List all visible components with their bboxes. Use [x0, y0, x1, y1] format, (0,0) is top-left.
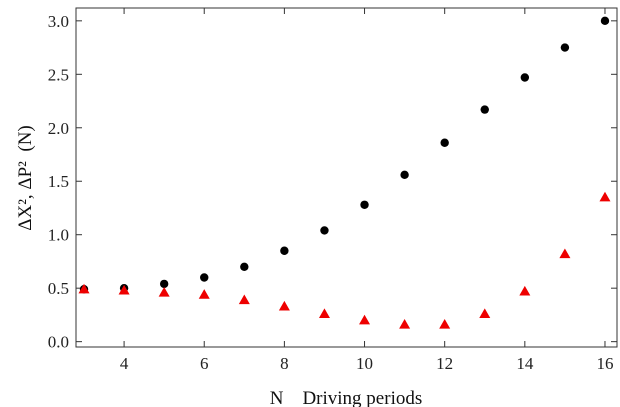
- plot-frame: [75, 7, 618, 348]
- series-2-point: [238, 294, 250, 305]
- y-tick-labels: 0.0 0.5 1.0 1.5 2.0 2.5 3.0: [48, 12, 69, 352]
- series-2-point: [439, 319, 451, 329]
- series-1-point: [600, 16, 610, 26]
- series-1-point: [400, 170, 409, 180]
- series-1-point: [320, 226, 329, 235]
- y-tick-label: 2.5: [48, 65, 69, 84]
- series-1-point: [240, 262, 249, 271]
- series-2-point: [78, 283, 90, 294]
- x-tick-labels: 4 6 8 10 12 14 16: [120, 354, 614, 373]
- x-axis-title: N Driving periods: [270, 388, 423, 407]
- series-2-point: [278, 300, 290, 311]
- y-tick-label: 1.0: [48, 226, 69, 245]
- series-1-point: [200, 273, 209, 282]
- series-2-point: [118, 284, 130, 295]
- x-tick-label: 16: [596, 354, 613, 373]
- axis-ticks: [76, 8, 617, 347]
- data-points: [78, 16, 611, 329]
- series-1-point: [159, 279, 169, 289]
- series-2-point: [399, 319, 411, 329]
- series-1-point: [360, 200, 369, 209]
- y-tick-label: 0.5: [48, 279, 69, 298]
- y-tick-label: 0.0: [48, 333, 69, 352]
- series-2-point: [318, 308, 330, 318]
- x-tick-label: 4: [120, 354, 129, 373]
- series-2-point: [359, 314, 371, 325]
- series-2-point: [198, 289, 210, 299]
- series-1-point: [280, 246, 289, 255]
- series-2-point: [479, 308, 491, 318]
- y-tick-label: 1.5: [48, 172, 69, 191]
- series-2-point: [559, 248, 571, 259]
- y-tick-label: 3.0: [48, 12, 69, 31]
- x-tick-label: 12: [436, 354, 453, 373]
- series-2-point: [158, 286, 170, 297]
- x-tick-label: 14: [516, 354, 534, 373]
- series-1-point: [520, 73, 530, 82]
- x-tick-label: 6: [200, 354, 209, 373]
- series-2-point: [599, 191, 611, 202]
- series-1-point: [440, 138, 449, 147]
- y-tick-label: 2.0: [48, 119, 69, 138]
- series-2-point: [519, 285, 531, 296]
- x-tick-label: 8: [280, 354, 289, 373]
- y-axis-title: ΔX², ΔP² (N): [15, 125, 36, 231]
- series-1-point: [560, 43, 570, 52]
- x-tick-label: 10: [356, 354, 373, 373]
- series-1-point: [480, 105, 489, 114]
